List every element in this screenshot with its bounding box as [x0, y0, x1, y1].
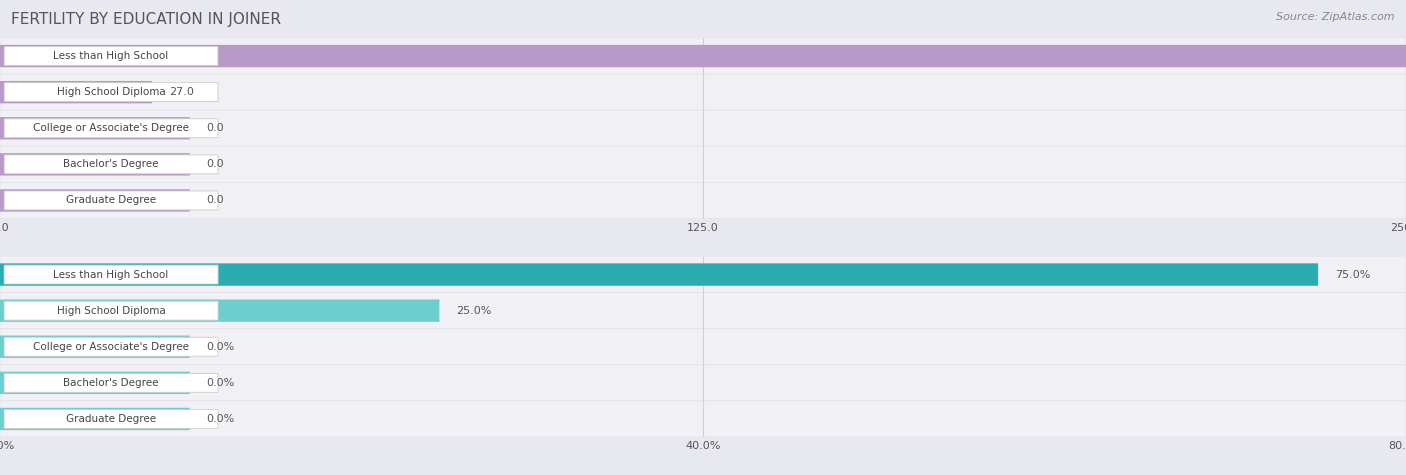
FancyBboxPatch shape	[0, 153, 190, 176]
FancyBboxPatch shape	[0, 401, 1406, 437]
FancyBboxPatch shape	[0, 335, 190, 358]
FancyBboxPatch shape	[4, 119, 218, 138]
FancyBboxPatch shape	[4, 83, 218, 102]
Text: 75.0%: 75.0%	[1334, 269, 1371, 280]
FancyBboxPatch shape	[0, 256, 1406, 293]
FancyBboxPatch shape	[0, 110, 1406, 146]
FancyBboxPatch shape	[0, 293, 1406, 329]
FancyBboxPatch shape	[0, 371, 190, 394]
Text: 0.0%: 0.0%	[207, 378, 235, 388]
FancyBboxPatch shape	[4, 155, 218, 174]
FancyBboxPatch shape	[4, 301, 218, 320]
FancyBboxPatch shape	[4, 265, 218, 284]
FancyBboxPatch shape	[4, 409, 218, 428]
FancyBboxPatch shape	[0, 38, 1406, 74]
FancyBboxPatch shape	[0, 365, 1406, 401]
FancyBboxPatch shape	[0, 408, 190, 430]
Text: 0.0: 0.0	[207, 123, 225, 133]
FancyBboxPatch shape	[0, 74, 1406, 110]
Text: 0.0%: 0.0%	[207, 342, 235, 352]
FancyBboxPatch shape	[0, 299, 439, 322]
FancyBboxPatch shape	[4, 191, 218, 210]
Text: College or Associate's Degree: College or Associate's Degree	[34, 123, 188, 133]
Text: Source: ZipAtlas.com: Source: ZipAtlas.com	[1277, 12, 1395, 22]
Text: FERTILITY BY EDUCATION IN JOINER: FERTILITY BY EDUCATION IN JOINER	[11, 12, 281, 27]
FancyBboxPatch shape	[0, 81, 152, 104]
Text: 0.0%: 0.0%	[207, 414, 235, 424]
Text: 25.0%: 25.0%	[456, 305, 492, 316]
Text: College or Associate's Degree: College or Associate's Degree	[34, 342, 188, 352]
Text: Less than High School: Less than High School	[53, 51, 169, 61]
Text: Bachelor's Degree: Bachelor's Degree	[63, 378, 159, 388]
Text: Graduate Degree: Graduate Degree	[66, 414, 156, 424]
FancyBboxPatch shape	[0, 45, 1406, 67]
FancyBboxPatch shape	[0, 117, 190, 140]
Text: 0.0: 0.0	[207, 159, 225, 170]
Text: 0.0: 0.0	[207, 195, 225, 206]
FancyBboxPatch shape	[0, 189, 190, 212]
FancyBboxPatch shape	[4, 47, 218, 66]
Text: High School Diploma: High School Diploma	[56, 87, 166, 97]
Text: Graduate Degree: Graduate Degree	[66, 195, 156, 206]
Text: High School Diploma: High School Diploma	[56, 305, 166, 316]
FancyBboxPatch shape	[4, 373, 218, 392]
Text: 27.0: 27.0	[169, 87, 194, 97]
FancyBboxPatch shape	[0, 146, 1406, 182]
FancyBboxPatch shape	[0, 182, 1406, 218]
FancyBboxPatch shape	[0, 329, 1406, 365]
Text: Less than High School: Less than High School	[53, 269, 169, 280]
Text: Bachelor's Degree: Bachelor's Degree	[63, 159, 159, 170]
FancyBboxPatch shape	[4, 337, 218, 356]
FancyBboxPatch shape	[0, 263, 1319, 286]
